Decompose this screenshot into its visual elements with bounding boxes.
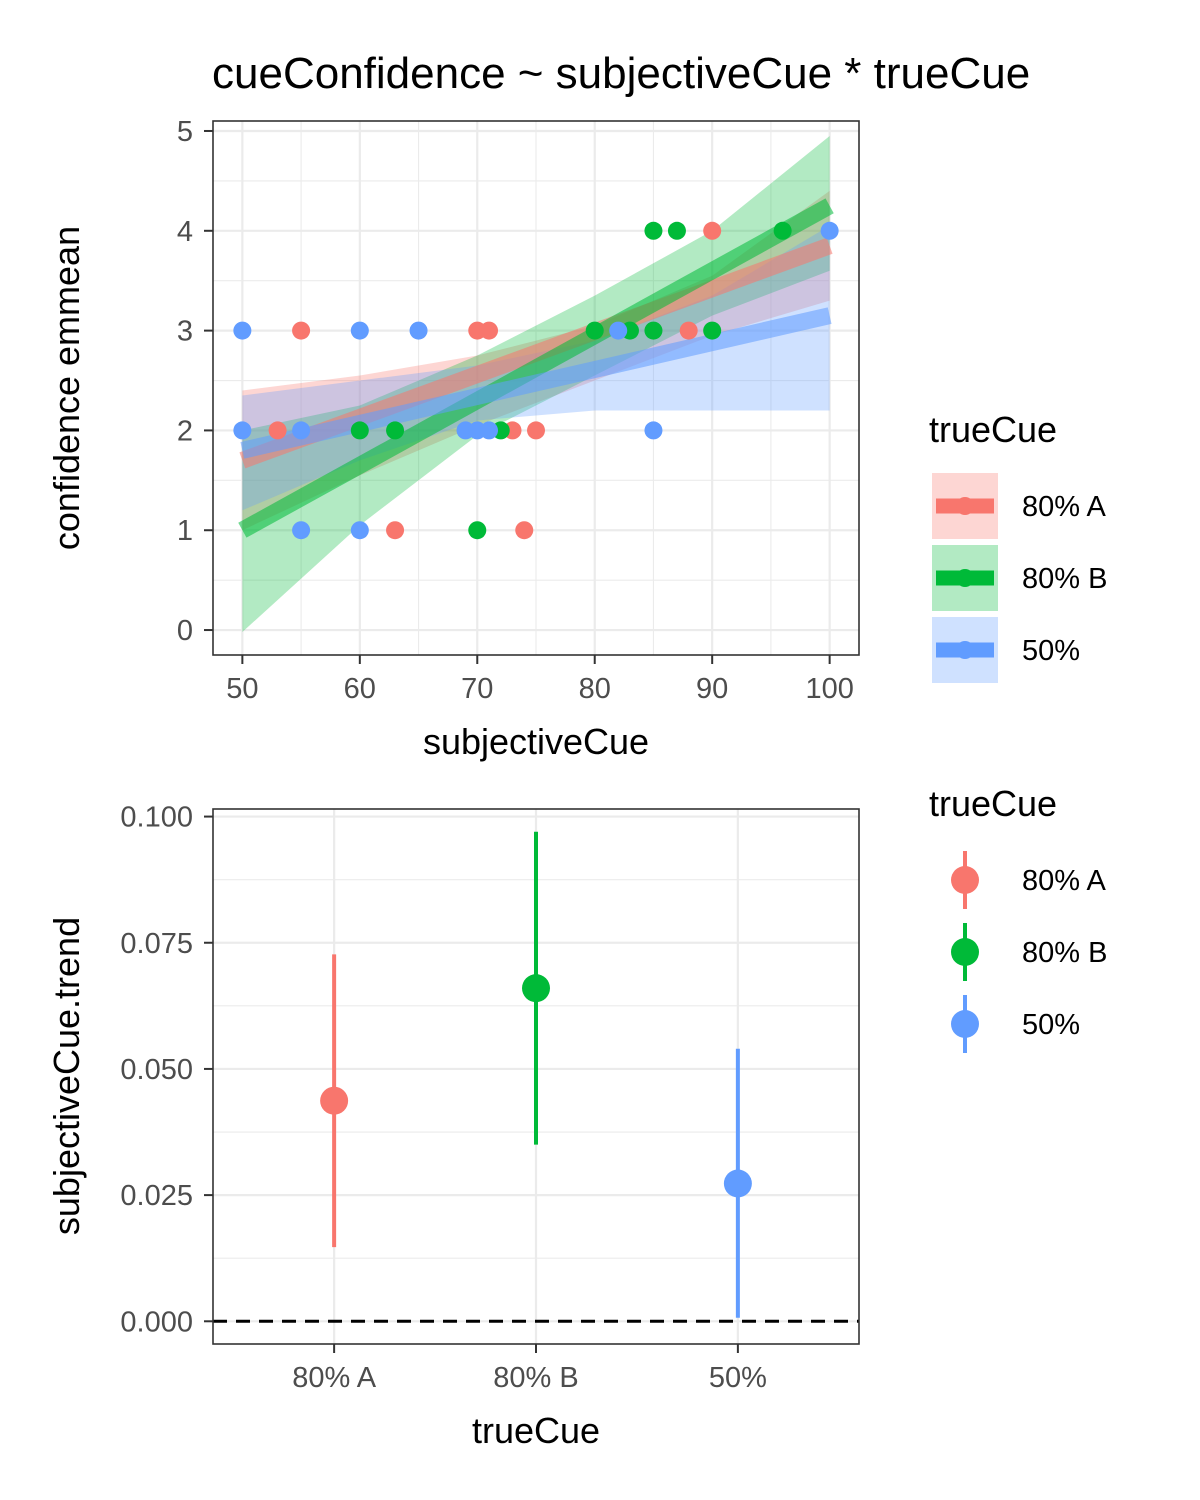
legend-key-point — [951, 866, 979, 894]
y-tick-label: 0.025 — [120, 1180, 193, 1212]
data-point — [515, 521, 534, 540]
legend-key-point — [956, 641, 974, 659]
y-tick-label: 3 — [177, 316, 193, 348]
data-point — [585, 321, 604, 340]
y-tick-label: 0.100 — [120, 802, 193, 834]
y-tick-label: 0.075 — [120, 928, 193, 960]
x-tick-label: 50 — [226, 673, 258, 705]
x-tick-label: 80% B — [493, 1362, 578, 1394]
estimate-point — [320, 1086, 349, 1115]
regression-panel: 50 60 70 80 90 100 0 1 2 3 4 5 subjectiveCue confid… — [46, 116, 860, 762]
fit-line — [238, 198, 834, 538]
x-tick-label: 90 — [696, 673, 728, 705]
y-tick-label: 5 — [177, 116, 193, 148]
legend-label: 80% A — [1022, 491, 1106, 523]
chart-title: cueConfidence ~ subjectiveCue * trueCue — [212, 49, 1030, 98]
data-point — [350, 521, 369, 540]
data-points — [233, 221, 839, 540]
data-point — [268, 421, 287, 440]
legend-title: trueCue — [929, 409, 1057, 450]
x-axis-title: trueCue — [472, 1410, 600, 1451]
axes: 50 60 70 80 90 100 0 1 2 3 4 5 — [177, 116, 854, 705]
y-tick-label: 0 — [177, 615, 193, 647]
y-axis-title: subjectiveCue.trend — [46, 917, 87, 1235]
x-tick-label: 80% A — [292, 1362, 376, 1394]
data-point — [386, 421, 405, 440]
y-tick-label: 4 — [177, 216, 193, 248]
data-point — [773, 221, 792, 240]
legend-label: 80% B — [1022, 937, 1107, 969]
data-point — [679, 321, 698, 340]
data-point — [820, 221, 839, 240]
data-point — [480, 421, 499, 440]
y-tick-label: 0.000 — [120, 1306, 193, 1338]
y-tick-label: 2 — [177, 415, 193, 447]
legend-key-point — [951, 1010, 979, 1038]
x-tick-label: 80 — [579, 673, 611, 705]
data-point — [386, 521, 405, 540]
axes: 0.000 0.025 0.050 0.075 0.100 80% A 80% B 50% — [120, 802, 766, 1394]
data-point — [527, 421, 545, 440]
legend-trend: trueCue 80% A 80% B 50% — [929, 783, 1107, 1053]
legend-title: trueCue — [929, 783, 1057, 824]
data-point — [233, 421, 252, 440]
legend-key-point — [951, 938, 979, 966]
data-point — [480, 321, 499, 340]
data-point — [609, 321, 628, 340]
data-point — [233, 321, 252, 340]
data-point — [292, 321, 311, 340]
trend-panel: 0.000 0.025 0.050 0.075 0.100 80% A 80% B 50% t… — [46, 802, 860, 1451]
x-axis-title: subjectiveCue — [423, 721, 649, 762]
panel-border — [212, 120, 860, 656]
data-point — [644, 321, 663, 340]
legend-label: 80% B — [1022, 563, 1107, 595]
data-point — [350, 321, 369, 340]
x-tick-label: 60 — [344, 673, 376, 705]
data-point — [644, 421, 663, 440]
legend-regression: trueCue 80% A 80% B 50% — [929, 409, 1107, 683]
y-tick-label: 1 — [177, 515, 193, 547]
x-tick-label: 100 — [805, 673, 853, 705]
fit-lines — [238, 198, 834, 538]
legend-key-point — [956, 569, 974, 587]
x-tick-label: 70 — [461, 673, 493, 705]
legend-key-point — [956, 497, 974, 515]
trend-estimates — [320, 831, 752, 1318]
data-point — [292, 521, 311, 540]
data-point — [667, 221, 686, 240]
y-tick-label: 0.050 — [120, 1054, 193, 1086]
data-point — [644, 221, 663, 240]
x-tick-label: 50% — [709, 1362, 767, 1394]
legend-label: 80% A — [1022, 865, 1106, 897]
data-point — [350, 421, 369, 440]
fit-line — [240, 307, 832, 459]
legend-label: 50% — [1022, 1009, 1080, 1041]
data-point — [703, 221, 722, 240]
data-point — [703, 321, 722, 340]
estimate-point — [723, 1169, 752, 1198]
data-point — [292, 421, 311, 440]
data-point — [468, 521, 487, 540]
y-axis-title: confidence emmean — [46, 226, 87, 550]
estimate-point — [522, 974, 550, 1003]
data-point — [409, 321, 428, 340]
legend-label: 50% — [1022, 635, 1080, 667]
